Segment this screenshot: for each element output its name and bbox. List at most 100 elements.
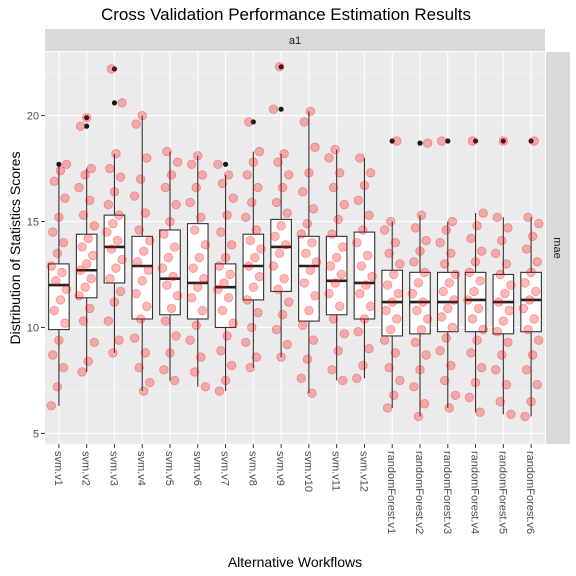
data-point	[467, 136, 478, 146]
data-point	[214, 386, 225, 396]
data-point	[463, 295, 473, 305]
data-point	[51, 276, 61, 286]
data-point	[436, 136, 447, 146]
outlier-point	[472, 138, 479, 144]
data-point	[162, 280, 172, 290]
data-point	[254, 146, 265, 157]
data-point	[271, 197, 282, 208]
data-point	[86, 163, 96, 174]
data-point	[166, 170, 177, 180]
data-point	[415, 365, 425, 375]
box	[325, 235, 348, 316]
data-point	[422, 138, 433, 148]
data-point	[498, 136, 509, 146]
data-point	[77, 367, 87, 377]
data-point	[503, 223, 513, 233]
data-point	[193, 151, 203, 161]
data-point	[244, 261, 254, 271]
data-point	[395, 259, 405, 269]
data-point	[117, 254, 127, 265]
data-point	[190, 225, 200, 235]
data-point	[520, 411, 530, 422]
y-tick-label: 15	[27, 217, 39, 229]
data-point	[188, 263, 198, 273]
data-point	[48, 350, 58, 360]
data-point	[473, 303, 484, 314]
data-point	[352, 238, 362, 248]
data-point	[301, 248, 311, 258]
data-point	[305, 106, 316, 117]
data-point	[464, 267, 475, 278]
data-point	[159, 365, 169, 375]
data-point	[492, 326, 502, 337]
data-point	[353, 326, 364, 337]
data-point	[247, 322, 257, 333]
data-point	[464, 392, 475, 403]
outlier-point	[222, 161, 229, 167]
data-point	[273, 157, 283, 167]
outlier-point	[111, 100, 118, 106]
data-point	[302, 218, 313, 229]
data-point	[251, 225, 262, 235]
data-point	[58, 238, 69, 248]
data-point	[355, 288, 365, 299]
x-tick-label: svm.v2	[80, 451, 92, 486]
data-point	[242, 295, 252, 305]
data-point	[358, 225, 368, 235]
data-point	[435, 238, 445, 248]
data-point	[478, 324, 488, 335]
data-point	[74, 290, 84, 301]
data-point	[469, 286, 479, 297]
data-point	[392, 314, 402, 324]
box	[103, 214, 126, 284]
data-point	[172, 157, 183, 167]
x-tick-label: randomForest.v3	[441, 451, 453, 534]
data-point	[80, 282, 90, 292]
outlier-point	[417, 140, 423, 146]
data-point	[145, 235, 155, 246]
data-point	[250, 252, 260, 263]
data-point	[495, 396, 505, 407]
data-point	[501, 379, 512, 390]
data-point	[284, 170, 294, 180]
data-point	[444, 278, 455, 288]
x-tick-label: svm.v11	[330, 451, 342, 491]
data-point	[253, 182, 263, 193]
data-point	[157, 263, 168, 273]
data-point	[324, 288, 334, 299]
data-point	[527, 350, 538, 360]
data-point	[476, 363, 487, 373]
data-point	[194, 252, 205, 263]
data-point	[333, 346, 343, 356]
data-point	[142, 301, 152, 311]
data-point	[296, 373, 306, 384]
data-point	[298, 320, 308, 331]
x-tick-label: randomForest.v4	[469, 451, 481, 534]
data-point	[390, 348, 400, 358]
data-point	[222, 331, 232, 341]
y-tick-label: 10	[27, 322, 39, 334]
data-point	[381, 305, 391, 316]
data-point	[422, 314, 433, 324]
data-point	[248, 157, 259, 167]
data-point	[446, 248, 456, 258]
data-point	[276, 352, 286, 362]
data-point	[88, 250, 98, 261]
data-point	[114, 335, 124, 345]
data-point	[55, 295, 66, 305]
data-point	[421, 350, 431, 360]
x-tick-label: svm.v10	[302, 451, 314, 492]
data-point	[409, 382, 419, 392]
data-point	[365, 301, 376, 311]
data-point	[78, 316, 89, 326]
data-point	[407, 288, 418, 299]
data-point	[415, 246, 425, 256]
data-point	[274, 248, 285, 258]
data-point	[523, 212, 533, 222]
data-point	[199, 274, 209, 284]
data-point	[438, 286, 448, 297]
data-point	[109, 297, 120, 307]
data-point	[441, 225, 451, 235]
data-point	[214, 261, 225, 271]
